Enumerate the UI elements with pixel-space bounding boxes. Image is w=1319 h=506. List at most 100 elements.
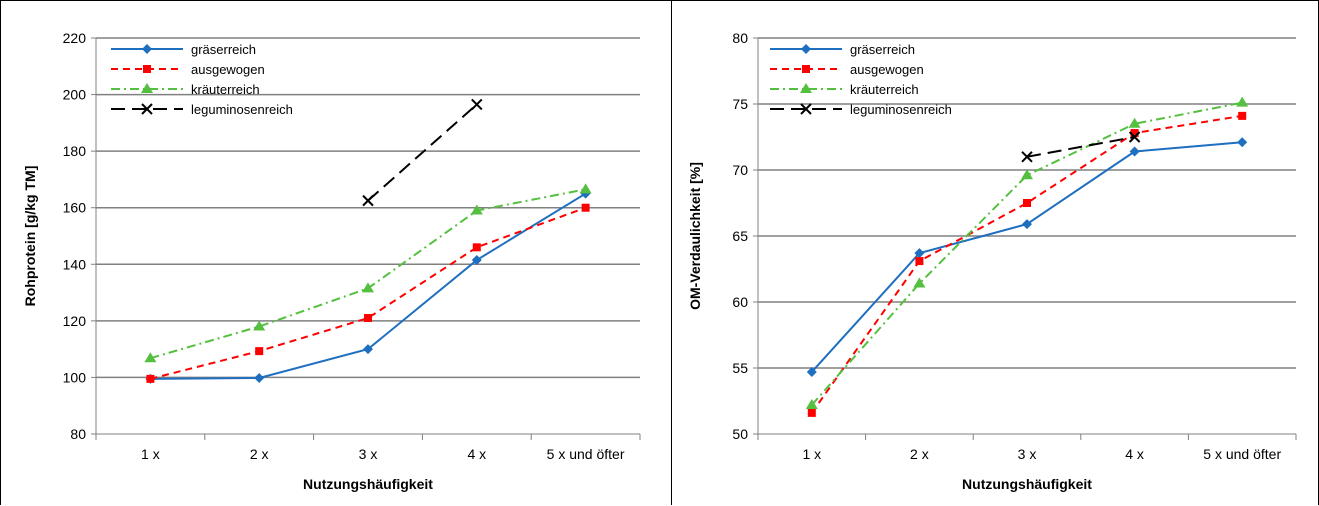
legend-marker <box>800 83 812 93</box>
y-tick-label: 50 <box>732 426 748 442</box>
x-tick-label: 4 x <box>1125 446 1144 462</box>
x-tick-label: 3 x <box>359 446 378 462</box>
data-point <box>363 344 373 355</box>
x-tick-label: 3 x <box>1018 446 1037 462</box>
y-tick-label: 60 <box>732 294 748 310</box>
y-tick-label: 120 <box>63 313 87 329</box>
x-axis-title: Nutzungshäufigkeit <box>303 476 433 492</box>
legend-item-ausgewogen: ausgewogen <box>770 62 924 77</box>
series-kräuterreich <box>805 96 1249 409</box>
data-point <box>362 194 374 207</box>
y-axis-title: Rohprotein [g/kg TM] <box>22 166 38 307</box>
series-line-leguminosenreich <box>367 103 478 202</box>
data-point <box>1130 129 1139 138</box>
data-point <box>471 98 483 111</box>
x-tick-label: 5 x und öfter <box>547 446 625 462</box>
series-gräserreich <box>806 137 1248 377</box>
data-point <box>1128 117 1141 128</box>
y-axis-title: OM-Verdaulichkeit [%] <box>687 162 703 310</box>
data-point <box>1023 199 1031 207</box>
series-line-kräuterreich <box>150 188 586 360</box>
data-point <box>470 204 483 215</box>
legend-item-leguminosenreich: leguminosenreich <box>770 102 952 117</box>
x-axis-title: Nutzungshäufigkeit <box>962 476 1092 492</box>
y-tick-label: 75 <box>732 96 748 112</box>
y-tick-label: 70 <box>732 162 748 178</box>
legend-label: kräuterreich <box>850 82 919 97</box>
y-tick-label: 55 <box>732 360 748 376</box>
y-tick-label: 160 <box>63 200 87 216</box>
series-line-kräuterreich <box>811 101 1243 406</box>
legend-marker <box>802 65 810 73</box>
y-tick-label: 220 <box>63 30 87 46</box>
x-tick-label: 4 x <box>467 446 486 462</box>
data-point <box>472 243 481 252</box>
data-point <box>362 282 374 293</box>
data-point <box>1022 219 1032 230</box>
series-ausgewogen <box>146 203 590 383</box>
data-point <box>805 398 818 409</box>
data-point <box>471 255 482 266</box>
y-tick-label: 180 <box>63 143 87 159</box>
legend-label: gräserreich <box>850 42 915 57</box>
legend-item-ausgewogen: ausgewogen <box>111 62 265 77</box>
series-line-ausgewogen <box>150 206 586 380</box>
data-point <box>255 347 264 356</box>
x-tick-label: 5 x und öfter <box>1203 446 1281 462</box>
chart-om-verdaulichkeit: 50 55 60 65 70 75 80 1 x 2 x 3 x 4 x 5 x und öfter N… <box>672 0 1319 505</box>
legend-label: leguminosenreich <box>191 102 293 117</box>
data-point <box>1236 96 1249 107</box>
data-point <box>915 257 924 266</box>
chart-svg-rohprotein: 80 100 120 140 160 180 200 220 1 x 2 x 3 x 4 x 5 x u… <box>22 30 641 492</box>
legend-item-gräserreich: gräserreich <box>111 42 256 57</box>
data-point <box>1128 131 1141 143</box>
legend-marker <box>800 103 812 115</box>
series-leguminosenreich <box>362 98 483 207</box>
x-tick-label: 1 x <box>802 446 821 462</box>
series-leguminosenreich <box>1021 131 1141 163</box>
data-point <box>1021 169 1033 180</box>
legend-label: kräuterreich <box>191 82 260 97</box>
data-point <box>253 320 266 331</box>
x-tick-label: 2 x <box>250 446 269 462</box>
legend-marker <box>142 44 152 54</box>
chart-rohprotein: 80 100 120 140 160 180 200 220 1 x 2 x 3 x 4 x 5 x u… <box>0 0 672 505</box>
legend-item-kräuterreich: kräuterreich <box>111 82 260 97</box>
x-tick-label: 1 x <box>141 446 160 462</box>
data-point <box>914 248 925 259</box>
data-point <box>1129 146 1140 157</box>
data-point <box>806 366 817 377</box>
y-tick-label: 200 <box>63 87 87 103</box>
y-tick-label: 80 <box>70 426 86 442</box>
data-point <box>1021 151 1033 163</box>
series-line-leguminosenreich <box>1026 136 1135 158</box>
x-tick-label: 2 x <box>910 446 929 462</box>
y-tick-label: 80 <box>732 30 748 46</box>
y-tick-label: 65 <box>732 228 748 244</box>
data-point <box>254 372 265 383</box>
series-line-ausgewogen <box>810 114 1243 414</box>
data-point <box>581 203 590 212</box>
y-tick-label: 140 <box>63 256 87 272</box>
data-point <box>807 408 816 417</box>
series-kräuterreich <box>144 183 592 363</box>
data-point <box>1237 137 1248 148</box>
chart-svg-om-verdaulichkeit: 50 55 60 65 70 75 80 1 x 2 x 3 x 4 x 5 x und öfter N… <box>687 30 1297 492</box>
data-point <box>1238 111 1247 120</box>
legend-marker <box>141 83 153 93</box>
data-point <box>144 352 157 363</box>
data-point <box>913 277 926 288</box>
y-tick-label: 100 <box>63 369 87 385</box>
data-point <box>579 183 592 194</box>
data-point <box>146 374 155 383</box>
legend-marker <box>143 65 151 73</box>
legend-marker <box>141 103 153 115</box>
legend-label: leguminosenreich <box>850 102 952 117</box>
data-point <box>364 314 372 323</box>
legend-marker <box>801 44 811 54</box>
legend-item-leguminosenreich: leguminosenreich <box>111 102 293 117</box>
legend-item-gräserreich: gräserreich <box>770 42 915 57</box>
series-ausgewogen <box>807 111 1247 417</box>
legend-label: ausgewogen <box>191 62 265 77</box>
legend-label: ausgewogen <box>850 62 924 77</box>
